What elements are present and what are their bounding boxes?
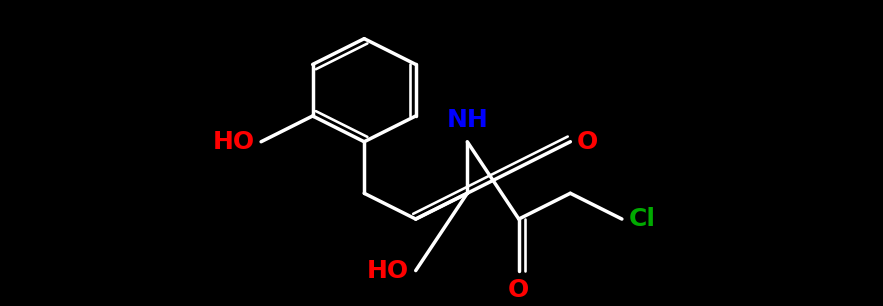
- Text: NH: NH: [447, 108, 488, 132]
- Text: O: O: [509, 278, 530, 302]
- Text: HO: HO: [213, 130, 254, 154]
- Text: O: O: [577, 130, 598, 154]
- Text: Cl: Cl: [629, 207, 655, 231]
- Text: HO: HO: [367, 259, 410, 282]
